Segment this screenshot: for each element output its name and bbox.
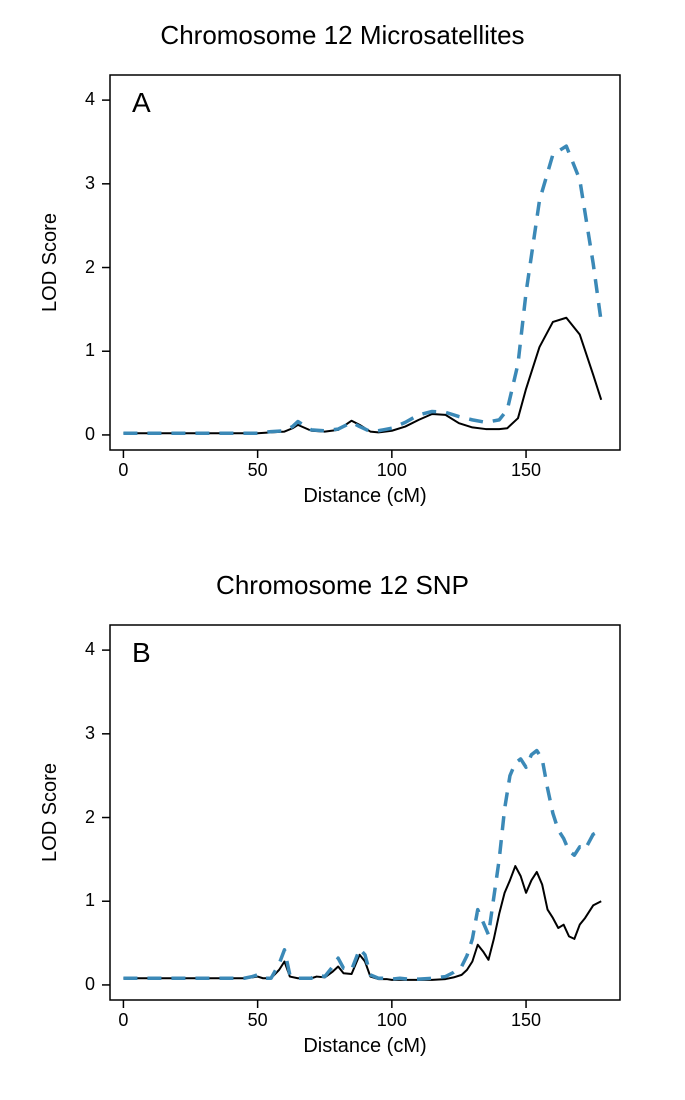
y-tick-label: 0 <box>70 974 95 995</box>
y-tick-label: 3 <box>70 723 95 744</box>
x-tick-label: 100 <box>367 460 417 481</box>
x-axis-label: Distance (cM) <box>110 485 620 508</box>
x-tick-label: 50 <box>233 460 283 481</box>
x-tick-label: 150 <box>501 460 551 481</box>
panel-title-a: Chromosome 12 Microsatellites <box>0 20 685 51</box>
x-tick-label: 150 <box>501 1010 551 1031</box>
x-tick-label: 0 <box>98 460 148 481</box>
plot-border <box>110 75 620 450</box>
y-axis-label: LOD Score <box>39 625 62 1000</box>
figure-root: Chromosome 12 Microsatellites05010015001… <box>0 0 685 1100</box>
y-tick-label: 4 <box>70 639 95 660</box>
y-tick-label: 2 <box>70 257 95 278</box>
y-tick-label: 3 <box>70 173 95 194</box>
panel-letter-a: A <box>132 87 151 119</box>
panel-letter-b: B <box>132 637 151 669</box>
plot-b <box>90 605 640 1020</box>
y-tick-label: 4 <box>70 89 95 110</box>
y-tick-label: 0 <box>70 424 95 445</box>
y-tick-label: 1 <box>70 340 95 361</box>
y-tick-label: 2 <box>70 807 95 828</box>
y-axis-label: LOD Score <box>39 75 62 450</box>
plot-border <box>110 625 620 1000</box>
panel-title-b: Chromosome 12 SNP <box>0 570 685 601</box>
y-tick-label: 1 <box>70 890 95 911</box>
plot-a <box>90 55 640 470</box>
x-tick-label: 0 <box>98 1010 148 1031</box>
x-tick-label: 50 <box>233 1010 283 1031</box>
x-axis-label: Distance (cM) <box>110 1035 620 1058</box>
x-tick-label: 100 <box>367 1010 417 1031</box>
